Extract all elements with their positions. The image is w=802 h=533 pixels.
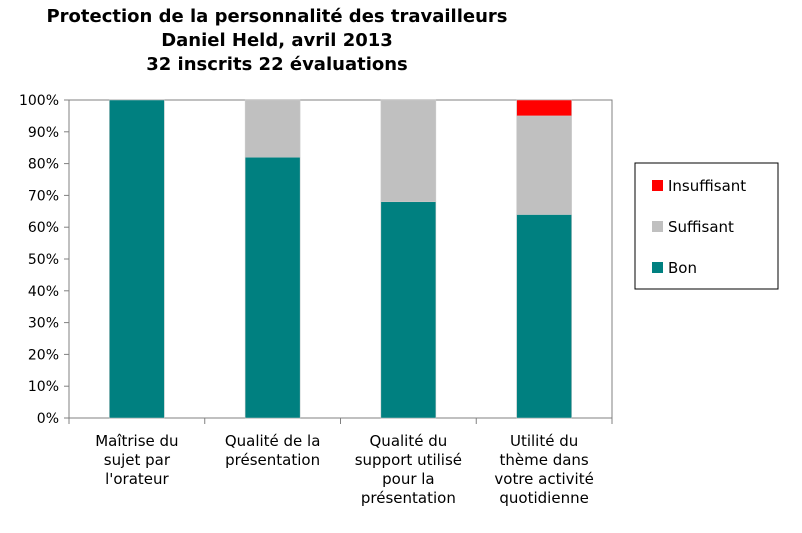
legend-swatch-insuffisant xyxy=(652,180,663,191)
x-category-label: présentation xyxy=(361,489,456,507)
y-tick-label: 60% xyxy=(28,220,59,236)
x-category-label: quotidienne xyxy=(499,489,588,507)
x-category-label: sujet par xyxy=(104,451,171,469)
y-tick-label: 80% xyxy=(28,157,59,173)
legend-label-insuffisant: Insuffisant xyxy=(668,177,746,195)
legend-label-bon: Bon xyxy=(668,259,697,277)
bar-bon-4 xyxy=(516,214,572,419)
x-category-label: votre activité xyxy=(494,470,593,488)
bar-bon-2 xyxy=(244,156,301,419)
y-tick-label: 20% xyxy=(28,347,59,363)
y-tick-label: 50% xyxy=(28,252,59,268)
x-category-label: Qualité de la xyxy=(225,432,321,450)
bar-suffisant-4 xyxy=(516,115,572,215)
x-category-label: Qualité du xyxy=(370,432,448,450)
x-category-label: l'orateur xyxy=(105,470,169,488)
x-category-label: support utilisé xyxy=(355,451,462,469)
bar-bon-3 xyxy=(380,201,437,419)
bar-suffisant-3 xyxy=(380,99,437,203)
x-category-label: Maîtrise du xyxy=(95,432,178,450)
legend-swatch-suffisant xyxy=(652,221,663,232)
bar-insuffisant-4 xyxy=(516,99,572,117)
y-tick-label: 100% xyxy=(19,93,59,109)
y-tick-label: 10% xyxy=(28,379,59,395)
y-tick-label: 0% xyxy=(37,411,59,427)
x-category-label: pour la xyxy=(382,470,435,488)
x-category-label: Utilité du xyxy=(510,432,578,450)
chart-title-line: 32 inscrits 22 évaluations xyxy=(146,54,408,75)
y-tick-label: 70% xyxy=(28,188,59,204)
legend-swatch-bon xyxy=(652,262,663,273)
y-tick-label: 40% xyxy=(28,284,59,300)
legend-label-suffisant: Suffisant xyxy=(668,218,734,236)
x-category-label: présentation xyxy=(225,451,320,469)
x-category-label: thème dans xyxy=(499,451,588,469)
bar-bon-1 xyxy=(109,99,165,419)
y-tick-label: 90% xyxy=(28,125,59,141)
bar-suffisant-2 xyxy=(244,99,301,158)
chart-title-line: Protection de la personnalité des travai… xyxy=(46,6,507,27)
y-tick-label: 30% xyxy=(28,316,59,332)
chart-title-line: Daniel Held, avril 2013 xyxy=(161,30,393,51)
